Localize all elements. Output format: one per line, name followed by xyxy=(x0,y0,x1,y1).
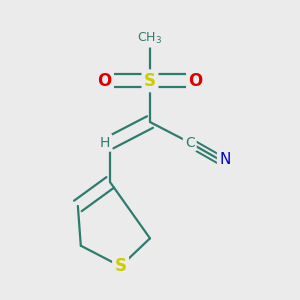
Text: O: O xyxy=(188,72,203,90)
Text: H: H xyxy=(100,136,110,150)
Text: S: S xyxy=(115,257,127,275)
Text: CH$_3$: CH$_3$ xyxy=(137,31,163,46)
Text: N: N xyxy=(219,152,231,167)
Text: O: O xyxy=(97,72,112,90)
Text: S: S xyxy=(144,72,156,90)
Text: C: C xyxy=(185,136,195,150)
